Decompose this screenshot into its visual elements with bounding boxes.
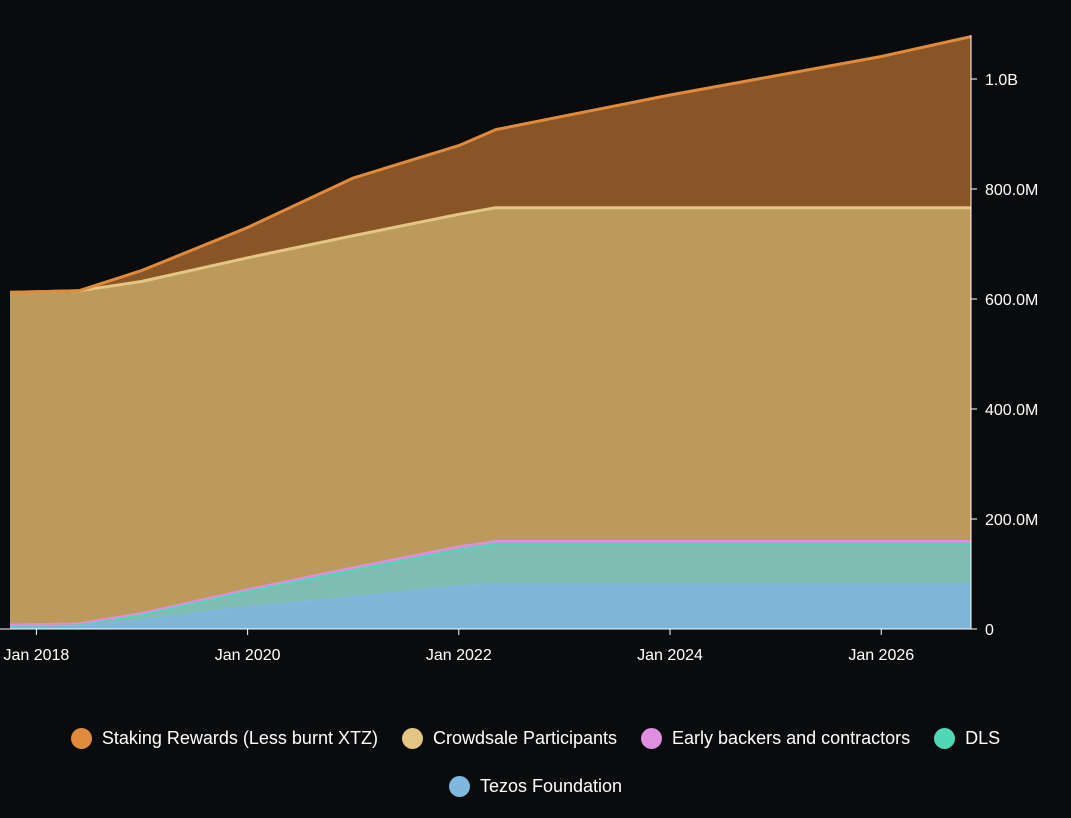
chart-series-lines bbox=[9, 35, 972, 627]
area-crowdsale bbox=[10, 207, 971, 625]
x-tick-label: Jan 2018 bbox=[3, 647, 69, 664]
area-foundation bbox=[10, 583, 971, 629]
legend-item-early-backers[interactable]: Early backers and contractors bbox=[641, 727, 911, 749]
area-dls bbox=[10, 544, 971, 626]
legend-label: DLS bbox=[965, 727, 1001, 748]
line-foundation bbox=[10, 582, 971, 627]
x-tick-label: Jan 2024 bbox=[637, 647, 703, 664]
y-tick-label: 600.0M bbox=[985, 292, 1038, 309]
x-tick-label: Jan 2026 bbox=[848, 647, 914, 664]
y-tick-label: 0 bbox=[985, 622, 994, 639]
legend-label: Crowdsale Participants bbox=[432, 727, 618, 748]
chart-areas bbox=[10, 36, 971, 629]
y-tick-label: 400.0M bbox=[985, 402, 1038, 419]
x-axis: Jan 2018 Jan 2020 Jan 2022 Jan 2024 Jan 2026 bbox=[0, 628, 971, 664]
legend-dot-icon bbox=[70, 727, 92, 749]
legend-dot-icon bbox=[401, 727, 423, 749]
legend-item-dls[interactable]: DLS bbox=[934, 727, 1001, 749]
legend-row-2: Tezos Foundation bbox=[0, 766, 1071, 806]
legend-label: Early backers and contractors bbox=[672, 727, 911, 748]
y-tick-label: 800.0M bbox=[985, 182, 1038, 199]
y-axis: 0 200.0M 400.0M 600.0M 800.0M 1.0B bbox=[970, 35, 1038, 639]
legend-dot-icon bbox=[641, 727, 663, 749]
y-tick-label: 200.0M bbox=[985, 512, 1038, 529]
legend-dot-icon bbox=[934, 727, 956, 749]
x-tick-label: Jan 2022 bbox=[426, 647, 492, 664]
area-staking-rewards bbox=[10, 36, 971, 293]
line-crowdsale bbox=[9, 206, 971, 294]
legend-label: Staking Rewards (Less burnt XTZ) bbox=[101, 727, 378, 748]
stacked-area-chart: Jan 2018 Jan 2020 Jan 2022 Jan 2024 Jan 2026… bbox=[0, 35, 1038, 664]
legend-item-tezos-foundation[interactable]: Tezos Foundation bbox=[448, 775, 623, 797]
legend-item-staking-rewards[interactable]: Staking Rewards (Less burnt XTZ) bbox=[70, 727, 378, 749]
chart-legend: Staking Rewards (Less burnt XTZ) Crowdsa… bbox=[0, 718, 1071, 814]
y-tick-label: 1.0B bbox=[985, 72, 1018, 89]
x-tick-label: Jan 2020 bbox=[215, 647, 281, 664]
line-staking-rewards bbox=[9, 35, 972, 294]
legend-item-crowdsale-participants[interactable]: Crowdsale Participants bbox=[401, 727, 618, 749]
legend-dot-icon bbox=[448, 775, 470, 797]
legend-row-1: Staking Rewards (Less burnt XTZ) Crowdsa… bbox=[0, 718, 1071, 758]
line-dls bbox=[9, 543, 971, 627]
line-early-backers bbox=[9, 540, 971, 626]
legend-label: Tezos Foundation bbox=[479, 775, 623, 796]
